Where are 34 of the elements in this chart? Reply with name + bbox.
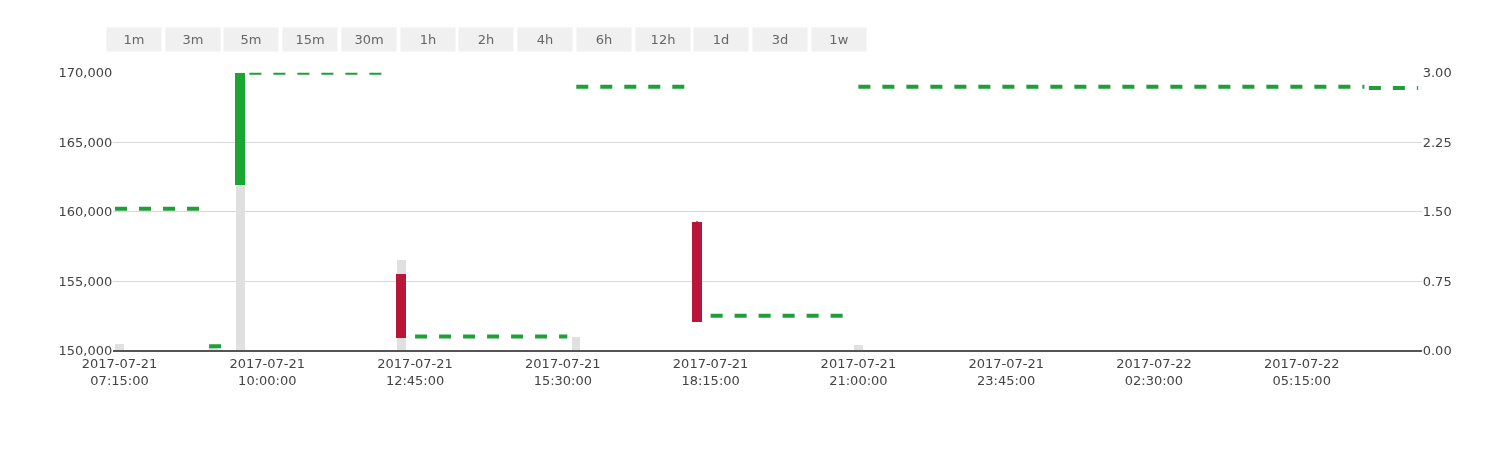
x-tick-label: 2017-07-21 07:15:00 [81,356,158,388]
text: 1h [419,32,437,47]
x-tick-label: 2017-07-21 21:00:00 [820,356,897,388]
y2-tick-label: 0.75 [1422,273,1452,289]
x-tick-label: 2017-07-21 18:15:00 [672,356,749,388]
y-tick-label: 165,000 [58,134,113,150]
text: 3d [771,32,789,47]
text: 30m [354,32,384,47]
text: 15m [295,32,325,47]
text: 2h [477,32,495,47]
y-tick-label: 160,000 [58,204,113,220]
y2-tick-label: 2.25 [1422,134,1452,150]
bar [572,336,581,351]
x-tick-label: 2017-07-21 15:30:00 [525,356,601,388]
y2-tick-label: 1.50 [1422,204,1452,220]
text: 6h [595,32,613,47]
x-tick-label: 2017-07-22 05:15:00 [1263,356,1340,388]
y-tick-label: 150,000 [58,343,113,359]
y-tick-label: 155,000 [58,273,113,289]
text: 1d [712,32,730,47]
text: 3m [182,32,204,47]
text: 12h [650,32,676,47]
x-tick-label: 2017-07-22 02:30:00 [1116,356,1192,388]
text: 1m [123,32,145,47]
bar [115,343,125,351]
y-tick-label: 170,000 [58,65,113,81]
text: 5m [240,32,262,47]
text: 4h [536,32,554,47]
y2-tick-label: 3.00 [1422,65,1452,81]
x-tick-label: 2017-07-21 10:00:00 [229,356,306,388]
y2-tick-label: 0.00 [1422,343,1452,359]
x-tick-label: 2017-07-21 12:45:00 [377,356,453,388]
text: 1w [829,32,849,47]
x-tick-label: 2017-07-21 23:45:00 [968,356,1044,388]
